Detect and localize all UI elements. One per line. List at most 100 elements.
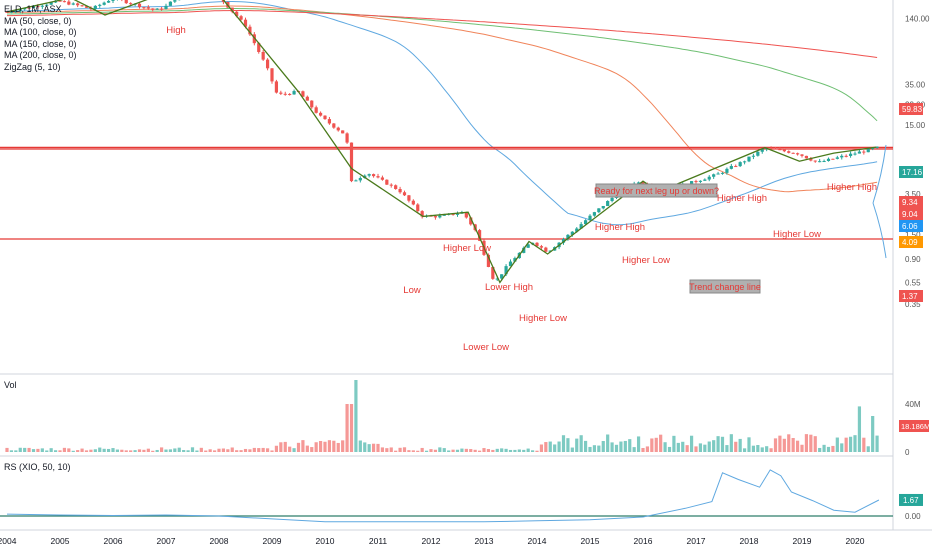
candle-body — [257, 43, 261, 52]
chart-annotation: Higher Low — [622, 255, 670, 266]
candle-body — [840, 155, 844, 158]
volume-bar — [712, 440, 716, 452]
candle-body — [40, 5, 44, 7]
volume-bar — [778, 435, 782, 452]
candle-body — [124, 0, 128, 4]
price-badge — [899, 220, 923, 232]
volume-bar — [513, 449, 517, 452]
volume-bar — [5, 447, 9, 452]
volume-bar — [526, 448, 530, 452]
candle-body — [544, 247, 548, 252]
candle-body — [504, 266, 508, 275]
volume-bar — [866, 446, 870, 452]
volume-bar — [636, 436, 641, 452]
candle-body — [588, 215, 592, 221]
volume-bar — [579, 435, 583, 452]
volume-bar — [36, 448, 40, 452]
candle-body — [738, 162, 742, 167]
ma100-line — [7, 5, 878, 193]
candle-body — [486, 254, 491, 267]
chart-annotation: Lower High — [485, 282, 533, 293]
candle-body — [411, 200, 415, 205]
candle-body — [389, 184, 393, 186]
time-tick-label: 2005 — [51, 536, 70, 546]
indicator-zigzag: ZigZag (5, 10) — [4, 61, 61, 72]
candle-body — [173, 0, 177, 2]
volume-bar — [23, 447, 27, 452]
volume-bar — [49, 448, 53, 452]
price-badge-label: 59.83 — [902, 105, 923, 114]
price-tick-label: 35.00 — [905, 80, 926, 89]
candle-body — [71, 3, 75, 5]
chart-legend: ELD, 1M, ASX MA (50, close, 0) MA (100, … — [4, 4, 77, 73]
candle-body — [332, 123, 336, 128]
volume-bar — [80, 448, 84, 452]
volume-bar — [14, 450, 18, 452]
candle-body — [760, 149, 764, 152]
candle-body — [292, 91, 296, 95]
volume-bar — [173, 448, 177, 452]
volume-bar — [822, 444, 826, 452]
volume-bar — [500, 448, 504, 452]
volume-bar — [813, 436, 817, 452]
volume-bar — [681, 441, 685, 452]
time-tick-label: 2010 — [316, 536, 335, 546]
candle-body — [778, 149, 782, 151]
volume-bar — [765, 446, 769, 452]
volume-bar — [111, 448, 115, 452]
time-tick-label: 2008 — [210, 536, 229, 546]
volume-bar — [341, 440, 345, 452]
volume-bar — [862, 437, 866, 452]
volume-bar — [129, 450, 133, 452]
volume-bar — [133, 450, 137, 452]
candle-body — [248, 26, 252, 35]
callout-text: Ready for next leg up or down? — [594, 186, 719, 196]
volume-bar — [619, 441, 623, 452]
volume-bar — [257, 448, 261, 452]
volume-bar — [725, 445, 729, 452]
volume-bar — [221, 448, 226, 452]
candle-body — [31, 6, 36, 8]
volume-bar — [283, 441, 287, 452]
candle-body — [703, 179, 707, 181]
volume-bar — [614, 444, 619, 452]
volume-bar — [420, 447, 424, 452]
callout-box — [689, 279, 761, 294]
volume-bar — [760, 447, 764, 452]
candle-body — [341, 130, 345, 134]
candle-body — [689, 181, 694, 186]
candle-body — [14, 11, 18, 13]
price-badge-label: 17.16 — [902, 168, 923, 177]
chart-annotation: Lower Low — [463, 342, 509, 353]
candle-body — [433, 216, 438, 218]
volume-bar — [98, 447, 102, 452]
candle-body — [773, 148, 778, 150]
candle-body — [641, 182, 645, 184]
candle-body — [164, 5, 168, 10]
volume-bar — [601, 441, 605, 452]
candle-body — [469, 217, 473, 225]
volume-bar — [195, 450, 199, 452]
time-tick-label: 2004 — [0, 536, 17, 546]
volume-bar — [544, 442, 548, 452]
price-badge-label: 6.06 — [902, 222, 918, 231]
candle-body — [477, 230, 482, 241]
volume-bar — [239, 450, 243, 452]
volume-bar — [27, 447, 31, 452]
volume-bar — [301, 440, 305, 452]
candle-body — [791, 152, 795, 154]
volume-tick-label: 40M — [905, 400, 921, 409]
candle-body — [508, 261, 513, 267]
price-tick-label: 0.55 — [905, 279, 921, 288]
volume-bar — [451, 449, 455, 452]
candle-body — [526, 244, 530, 248]
chart-annotation: Higher Low — [773, 229, 821, 240]
volume-bar — [623, 440, 627, 452]
callout-box — [595, 183, 718, 198]
chart-annotation: Higher Low — [443, 243, 491, 254]
candle-body — [146, 7, 150, 9]
candle-body — [18, 9, 22, 12]
candle-body — [800, 154, 804, 156]
candle-body — [358, 178, 362, 181]
